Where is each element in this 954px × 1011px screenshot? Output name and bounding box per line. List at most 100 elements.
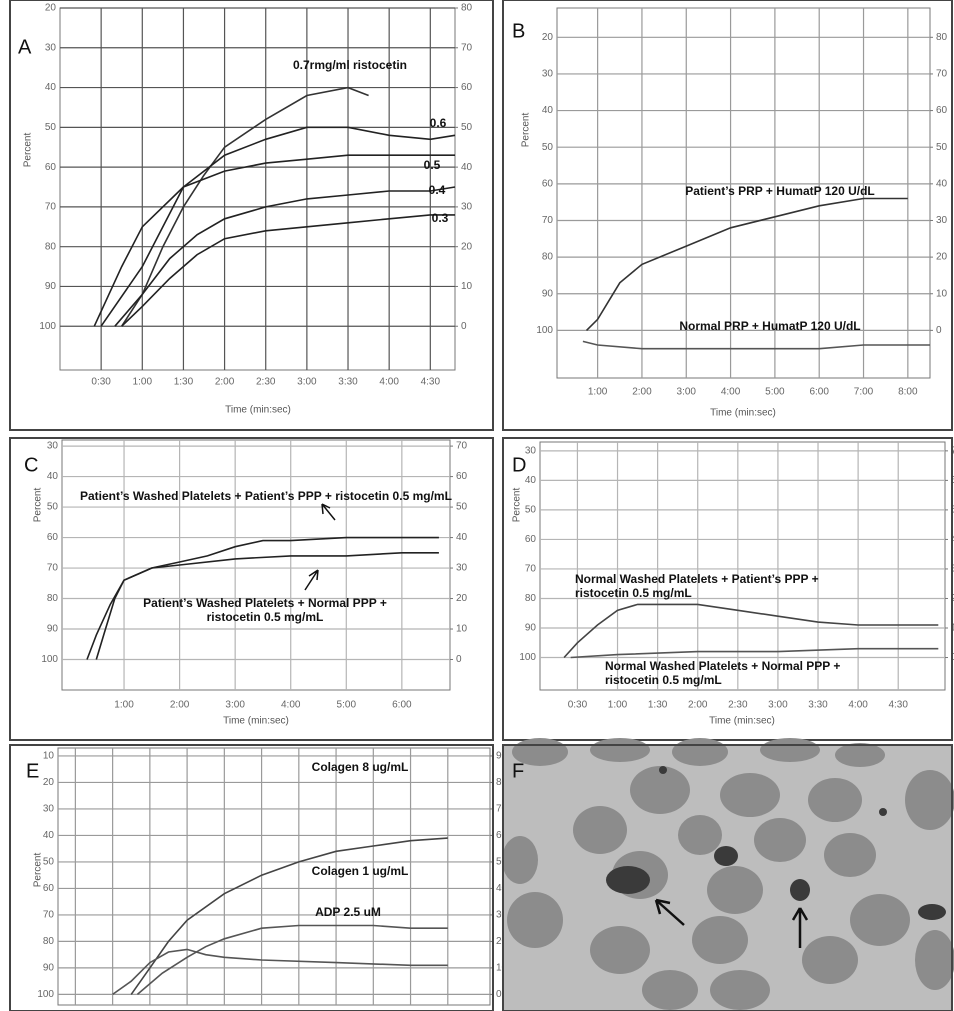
y-tick-label: 80 bbox=[542, 252, 554, 263]
series-label: Normal Washed Platelets + Patient’s PPP … bbox=[575, 572, 875, 600]
panel-f-image: F bbox=[502, 738, 954, 1011]
x-axis-label: Time (min:sec) bbox=[225, 405, 291, 416]
y2-tick-label: 20 bbox=[456, 593, 468, 604]
x-tick-label: 4:30 bbox=[421, 377, 441, 388]
y-tick-label: 90 bbox=[525, 623, 537, 634]
y2-tick-label: 40 bbox=[936, 178, 948, 189]
x-tick-label: 2:00 bbox=[632, 387, 652, 398]
series-label: 0.7rmg/ml ristocetin bbox=[293, 58, 407, 72]
x-tick-label: 2:00 bbox=[170, 700, 190, 711]
y-tick-label: 50 bbox=[47, 502, 59, 513]
y2-tick-label: 70 bbox=[936, 69, 948, 80]
y2-tick-label: 20 bbox=[461, 241, 473, 252]
y-tick-label: 40 bbox=[542, 105, 554, 116]
x-tick-label: 1:00 bbox=[114, 700, 134, 711]
y-tick-label: 40 bbox=[525, 475, 537, 486]
y-tick-label: 20 bbox=[45, 3, 57, 14]
y-tick-label: 100 bbox=[37, 989, 54, 1000]
y-tick-label: 30 bbox=[43, 804, 55, 815]
y-tick-label: 100 bbox=[39, 321, 56, 332]
x-tick-label: 3:00 bbox=[677, 387, 697, 398]
series-label: Colagen 8 ug/mL bbox=[312, 760, 409, 774]
series-label-box: Patient’s Washed Platelets + Normal PPP … bbox=[115, 596, 415, 628]
x-tick-label: 8:00 bbox=[898, 387, 918, 398]
x-tick-label: 1:00 bbox=[608, 700, 628, 711]
x-tick-label: 4:00 bbox=[848, 700, 868, 711]
x-tick-label: 0:30 bbox=[568, 700, 588, 711]
x-tick-label: 4:30 bbox=[888, 700, 908, 711]
y2-tick-label: 30 bbox=[461, 202, 473, 213]
y-tick-label: 70 bbox=[43, 910, 55, 921]
y-axis-label: Percent bbox=[512, 488, 523, 523]
series-label: Normal PRP + HumatP 120 U/dL bbox=[679, 319, 860, 333]
y2-tick-label: 80 bbox=[936, 32, 948, 43]
y-tick-label: 90 bbox=[542, 288, 554, 299]
y2-tick-label: 0 bbox=[461, 321, 467, 332]
y-tick-label: 40 bbox=[47, 471, 59, 482]
series-label-box: Normal Washed Platelets + Patient’s PPP … bbox=[575, 572, 875, 604]
x-axis-label: Time (min:sec) bbox=[223, 716, 289, 727]
x-tick-label: 4:00 bbox=[379, 377, 399, 388]
y-tick-label: 100 bbox=[536, 325, 553, 336]
series-label: 0.3 bbox=[432, 211, 449, 225]
plot-area bbox=[540, 442, 945, 690]
series-label-box: Normal Washed Platelets + Normal PPP + r… bbox=[605, 659, 895, 691]
x-tick-label: 2:00 bbox=[688, 700, 708, 711]
y-tick-label: 80 bbox=[525, 593, 537, 604]
y-tick-label: 80 bbox=[47, 593, 59, 604]
y-tick-label: 70 bbox=[542, 215, 554, 226]
y-tick-label: 30 bbox=[542, 69, 554, 80]
y-tick-label: 50 bbox=[525, 505, 537, 516]
x-tick-label: 1:30 bbox=[174, 377, 194, 388]
x-tick-label: 2:00 bbox=[215, 377, 235, 388]
y2-tick-label: 10 bbox=[456, 624, 468, 635]
x-tick-label: 2:30 bbox=[728, 700, 748, 711]
x-tick-label: 4:00 bbox=[721, 387, 741, 398]
x-tick-label: 3:00 bbox=[768, 700, 788, 711]
y-tick-label: 40 bbox=[43, 830, 55, 841]
y2-tick-label: 10 bbox=[936, 288, 948, 299]
series-label: 0.6 bbox=[430, 116, 447, 130]
y2-tick-label: 60 bbox=[936, 105, 948, 116]
series-label: Normal Washed Platelets + Normal PPP + r… bbox=[605, 659, 895, 687]
x-tick-label: 4:00 bbox=[281, 700, 301, 711]
series-label: ADP 2.5 uM bbox=[315, 905, 381, 919]
y-tick-label: 30 bbox=[525, 445, 537, 456]
x-tick-label: 1:00 bbox=[133, 377, 153, 388]
y2-tick-label: 60 bbox=[461, 82, 473, 93]
series-label: Patient’s Washed Platelets + Normal PPP … bbox=[115, 596, 415, 624]
x-tick-label: 5:00 bbox=[765, 387, 785, 398]
y2-tick-label: 70 bbox=[461, 42, 473, 53]
y-tick-label: 60 bbox=[45, 162, 57, 173]
x-tick-label: 5:00 bbox=[337, 700, 357, 711]
y-tick-label: 90 bbox=[43, 963, 55, 974]
chart-panel: 2030405060708090100807060504030201001:00… bbox=[503, 0, 952, 430]
x-tick-label: 3:30 bbox=[808, 700, 828, 711]
x-tick-label: 0:30 bbox=[91, 377, 111, 388]
y-tick-label: 50 bbox=[43, 857, 55, 868]
x-tick-label: 6:00 bbox=[392, 700, 412, 711]
x-tick-label: 1:00 bbox=[588, 387, 608, 398]
y-tick-label: 30 bbox=[47, 441, 59, 452]
y2-tick-label: 20 bbox=[936, 252, 948, 263]
panel-label: B bbox=[512, 20, 525, 42]
series-label: Colagen 1 ug/mL bbox=[312, 864, 409, 878]
panel-label: C bbox=[24, 454, 38, 476]
chart-panel: 304050607080901007060504030201000:301:00… bbox=[503, 438, 954, 740]
series-label: 0.4 bbox=[429, 183, 446, 197]
y-axis-label: Percent bbox=[33, 853, 44, 888]
y2-tick-label: 40 bbox=[456, 532, 468, 543]
y-tick-label: 80 bbox=[45, 241, 57, 252]
y2-tick-label: 70 bbox=[456, 441, 468, 452]
x-tick-label: 2:30 bbox=[256, 377, 276, 388]
y-tick-label: 70 bbox=[525, 564, 537, 575]
y2-tick-label: 10 bbox=[461, 281, 473, 292]
series-label: Patient’s PRP + HumatP 120 U/dL bbox=[685, 184, 875, 198]
series-label: 0.5 bbox=[424, 158, 441, 172]
y-tick-label: 90 bbox=[47, 624, 59, 635]
panel-label: E bbox=[26, 760, 39, 782]
y-tick-label: 70 bbox=[45, 202, 57, 213]
x-tick-label: 3:30 bbox=[338, 377, 358, 388]
x-tick-label: 3:00 bbox=[225, 700, 245, 711]
